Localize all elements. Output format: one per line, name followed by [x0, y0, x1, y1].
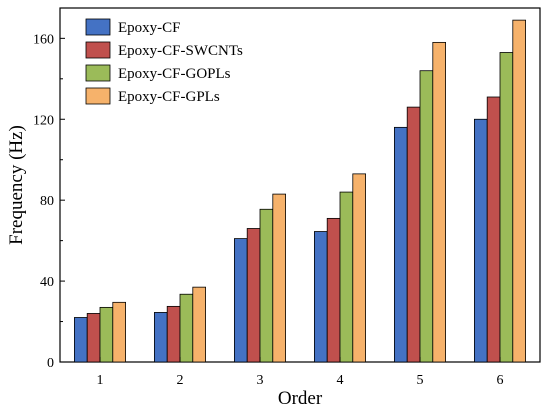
bar-epoxy-cf-gpls-order-6: [512, 19, 526, 363]
bar-epoxy-cf-gpls-order-2: [192, 286, 207, 363]
y-tick-label: 160: [33, 32, 54, 47]
x-tick-label: 1: [97, 373, 104, 388]
bar-epoxy-cf-swcnts-order-6: [486, 96, 501, 363]
y-axis: 0 40 80 120 160: [33, 32, 65, 371]
x-axis-label: Order: [278, 388, 323, 409]
legend-swatch: [85, 18, 111, 36]
legend-swatch: [85, 87, 111, 105]
bar-epoxy-cf-gpls-order-4: [352, 173, 366, 363]
bar-epoxy-cf-order-5: [393, 126, 408, 363]
bar-epoxy-cf-gopls-order-2: [179, 293, 194, 363]
x-tick-label: 5: [417, 373, 424, 388]
legend-label: Epoxy-CF-GOPLs: [118, 66, 231, 82]
y-tick-label: 120: [33, 113, 54, 128]
legend-label: Epoxy-CF: [118, 20, 181, 36]
x-tick-label: 2: [177, 373, 184, 388]
plot-area-frame: [59, 7, 541, 363]
legend-label: Epoxy-CF-SWCNTs: [118, 43, 243, 59]
bar-epoxy-cf-gopls-order-3: [259, 208, 274, 363]
x-axis: 1 2 3 4 5 6: [97, 357, 504, 388]
legend: Epoxy-CF Epoxy-CF-SWCNTs Epoxy-CF-GOPLs Epo…: [85, 18, 243, 105]
bar-epoxy-cf-gopls-order-6: [499, 52, 514, 363]
x-tick-label: 6: [497, 373, 504, 388]
bar-epoxy-cf-swcnts-order-1: [86, 313, 101, 363]
bar-epoxy-cf-order-1: [74, 317, 88, 363]
bar-epoxy-cf-gpls-order-1: [112, 301, 127, 363]
bar-epoxy-cf-order-3: [233, 238, 248, 363]
y-tick-label: 0: [47, 356, 54, 371]
y-tick-label: 80: [40, 194, 54, 209]
bars-layer: [74, 19, 526, 363]
x-tick-label: 4: [337, 373, 344, 388]
bar-epoxy-cf-swcnts-order-2: [166, 305, 181, 363]
bar-epoxy-cf-gpls-order-3: [272, 193, 286, 363]
bar-epoxy-cf-order-2: [153, 312, 168, 363]
legend-swatch: [85, 41, 111, 59]
legend-label: Epoxy-CF-GPLs: [118, 89, 220, 105]
legend-swatch: [85, 64, 111, 82]
bar-epoxy-cf-gopls-order-1: [99, 306, 114, 363]
bar-epoxy-cf-gopls-order-5: [419, 70, 434, 363]
x-tick-label: 3: [257, 373, 264, 388]
bar-epoxy-cf-order-4: [313, 231, 328, 363]
y-axis-label: Frequency (Hz): [6, 125, 27, 245]
y-tick-label: 40: [40, 275, 54, 290]
bar-epoxy-cf-swcnts-order-3: [246, 228, 261, 363]
bar-epoxy-cf-gopls-order-4: [339, 191, 354, 363]
bar-epoxy-cf-swcnts-order-4: [326, 217, 341, 363]
bar-epoxy-cf-gpls-order-5: [432, 41, 446, 363]
bar-epoxy-cf-swcnts-order-5: [406, 106, 421, 363]
bar-epoxy-cf-order-6: [473, 118, 488, 363]
